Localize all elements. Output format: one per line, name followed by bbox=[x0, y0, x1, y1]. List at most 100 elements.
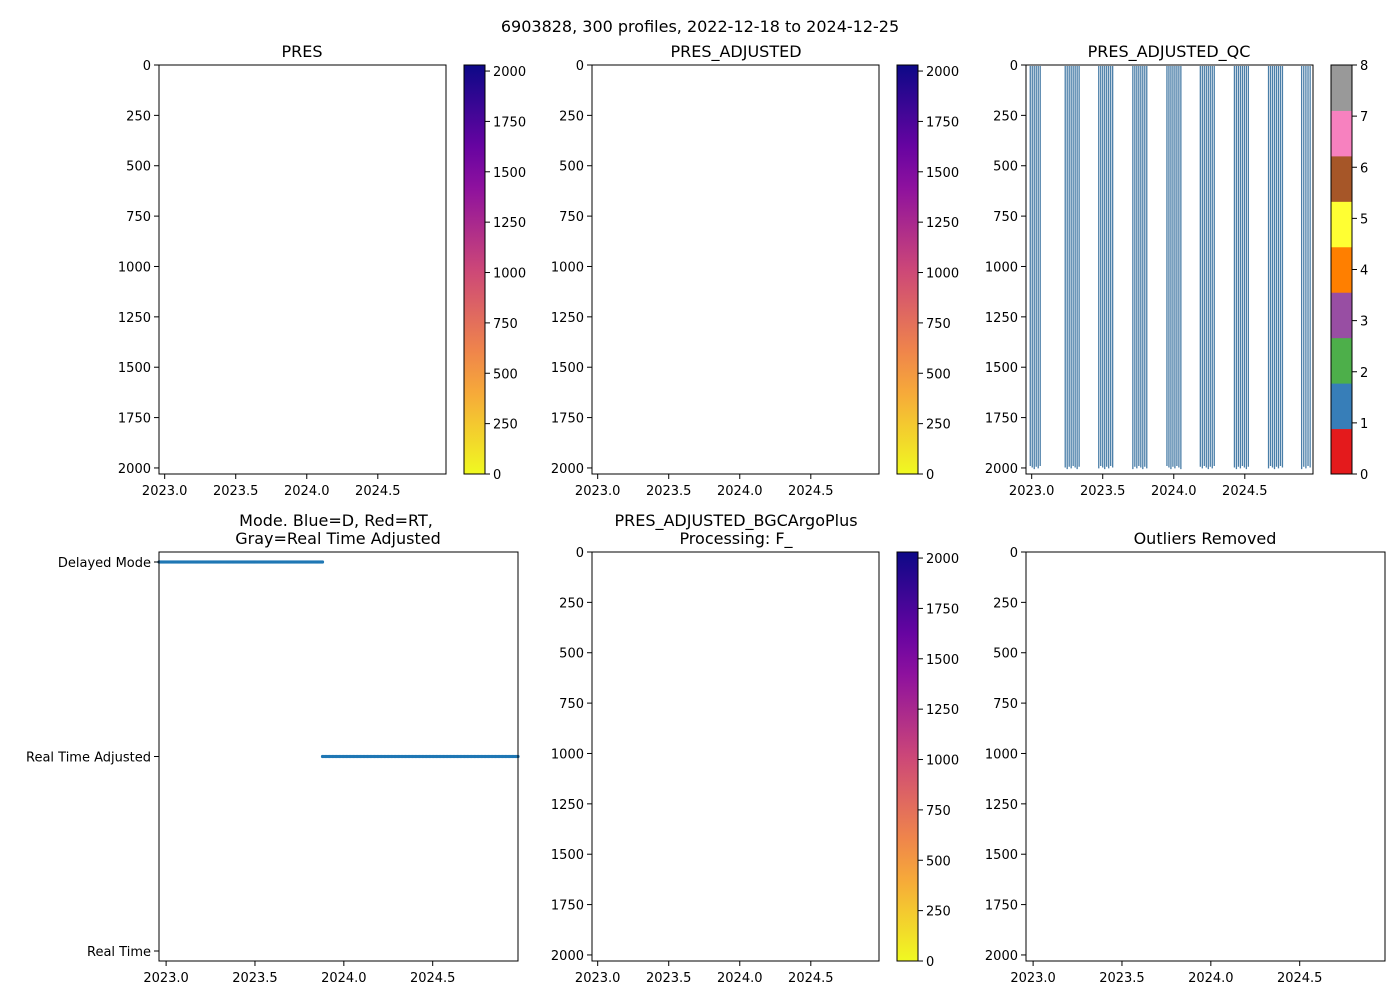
panel-pres-adjusted-colorbar-tick-label: 750 bbox=[926, 317, 951, 332]
panel-pres-adjusted-qc-x-axis: 2023.0 2023.5 2024.0 2024.5 bbox=[1009, 474, 1268, 499]
panel-bgc-colorbar-tick-label: 2000 bbox=[926, 552, 959, 567]
panel-pres-adjusted-colorbar-tick-label: 1750 bbox=[926, 115, 959, 130]
panel-pres-adjusted-qc-y-tick-label: 1500 bbox=[985, 361, 1018, 376]
panel-pres-adjusted-qc-y-tick-label: 750 bbox=[993, 210, 1018, 225]
panel-pres-adjusted-colorbar-tick-label: 1250 bbox=[926, 216, 959, 231]
panel-pres-adjusted-y-tick-label: 750 bbox=[559, 210, 584, 225]
panel-outliers-y-tick-label: 1250 bbox=[985, 798, 1018, 813]
panel-pres-adjusted-y-axis: 0 250 500 750 1000 1250 1500 1750 2000 bbox=[551, 59, 592, 477]
panel-pres-adjusted-qc-colorbar-tick-label: 3 bbox=[1360, 315, 1368, 330]
panel-pres-colorbar-tick-label: 1750 bbox=[493, 115, 526, 130]
panel-pres-adjusted-colorbar-tick-label: 1000 bbox=[926, 267, 959, 282]
panel-pres-colorbar-tick-label: 500 bbox=[493, 367, 518, 382]
panel-pres-colorbar-gradient bbox=[463, 64, 486, 475]
panel-bgc-y-tick-label: 1000 bbox=[551, 747, 584, 762]
panel-pres-adjusted-qc-colorbar-tick-label: 8 bbox=[1360, 59, 1368, 74]
panel-pres-adjusted-x-axis: 2023.0 2023.5 2024.0 2024.5 bbox=[575, 474, 834, 499]
panel-outliers-y-tick-label: 250 bbox=[993, 596, 1018, 611]
panel-pres-adjusted-qc-colorbar-segment-0 bbox=[1331, 428, 1352, 475]
panel-bgc-y-tick-label: 750 bbox=[559, 697, 584, 712]
panel-pres-adjusted-title: PRES_ADJUSTED bbox=[670, 42, 801, 62]
panel-pres-y-tick-label: 500 bbox=[126, 160, 151, 175]
panel-outliers-y-tick-label: 750 bbox=[993, 697, 1018, 712]
panel-pres-adjusted-qc: PRES_ADJUSTED_QC 2023.0 2023.5 2024.0 2024.… bbox=[985, 42, 1368, 499]
panel-pres-adjusted-qc-plot bbox=[1029, 66, 1311, 470]
panel-pres-adjusted-qc-y-axis: 0 250 500 750 1000 1250 1500 1750 2000 bbox=[985, 59, 1026, 477]
panel-bgc-x-tick-label: 2023.5 bbox=[646, 971, 692, 986]
panel-pres-colorbar-tick-label: 1500 bbox=[493, 166, 526, 181]
panel-mode-point-0 bbox=[320, 560, 325, 564]
panel-pres-y-axis: 0 250 500 750 1000 1250 1500 1750 2000 bbox=[118, 59, 159, 477]
panel-pres-adjusted-qc-y-tick-label: 2000 bbox=[985, 462, 1018, 477]
panel-outliers-y-tick-label: 1500 bbox=[985, 848, 1018, 863]
panel-mode-x-tick-label: 2024.5 bbox=[410, 971, 456, 986]
panel-mode-title-line-2: Gray=Real Time Adjusted bbox=[235, 529, 441, 548]
panel-pres-y-tick-label: 1500 bbox=[118, 361, 151, 376]
panel-outliers-y-tick-label: 1000 bbox=[985, 747, 1018, 762]
panel-bgc-y-tick-label: 0 bbox=[576, 546, 584, 561]
panel-pres-adjusted-y-tick-label: 1250 bbox=[551, 311, 584, 326]
panel-bgc-x-tick-label: 2024.0 bbox=[717, 971, 763, 986]
panel-pres-x-tick-label: 2024.5 bbox=[355, 484, 401, 499]
panel-pres-adjusted-y-tick-label: 1500 bbox=[551, 361, 584, 376]
panel-outliers-x-tick-label: 2023.5 bbox=[1099, 971, 1145, 986]
panel-pres-title: PRES bbox=[281, 42, 322, 61]
panel-pres-adjusted-frame bbox=[591, 64, 880, 475]
panel-outliers-y-tick-label: 1750 bbox=[985, 899, 1018, 914]
panel-bgc-y-tick-label: 2000 bbox=[551, 949, 584, 964]
panel-outliers-title: Outliers Removed bbox=[1134, 529, 1277, 548]
panel-bgc-colorbar-tick-label: 1500 bbox=[926, 653, 959, 668]
panel-pres-adjusted-qc-x-tick-label: 2023.0 bbox=[1009, 484, 1055, 499]
panel-mode-x-tick-label: 2023.5 bbox=[232, 971, 278, 986]
panel-bgc-y-axis: 0 250 500 750 1000 1250 1500 1750 2000 bbox=[551, 546, 592, 964]
panel-pres-adjusted-x-tick-label: 2023.0 bbox=[575, 484, 621, 499]
panel-bgc-x-tick-label: 2023.0 bbox=[575, 971, 621, 986]
panel-pres-adjusted-qc-title: PRES_ADJUSTED_QC bbox=[1088, 42, 1251, 62]
panel-outliers-x-tick-label: 2023.0 bbox=[1010, 971, 1056, 986]
panel-pres-adjusted-qc-colorbar-segment-8 bbox=[1331, 65, 1352, 111]
panel-mode-y-axis: Real Time Real Time Adjusted Delayed Mode bbox=[26, 556, 159, 960]
panel-pres: PRES 2023.0 2023.5 2024.0 2024.5 0 250 500 750… bbox=[118, 42, 526, 499]
panel-bgc-title-line-1: PRES_ADJUSTED_BGCArgoPlus bbox=[614, 511, 857, 531]
panel-pres-colorbar-tick-label: 0 bbox=[493, 468, 501, 483]
panel-mode-plot bbox=[157, 560, 520, 759]
panel-outliers-x-tick-label: 2024.5 bbox=[1277, 971, 1323, 986]
panel-pres-y-tick-label: 1250 bbox=[118, 311, 151, 326]
panel-bgc-x-axis: 2023.0 2023.5 2024.0 2024.5 bbox=[575, 961, 834, 986]
panel-mode-title-line-1: Mode. Blue=D, Red=RT, bbox=[239, 511, 433, 530]
panel-pres-y-tick-label: 250 bbox=[126, 109, 151, 124]
panel-mode: Mode. Blue=D, Red=RT, Gray=Real Time Adj… bbox=[26, 511, 520, 986]
panel-pres-adjusted-qc-colorbar-tick-label: 4 bbox=[1360, 264, 1368, 279]
panel-pres-adjusted-x-tick-label: 2024.5 bbox=[788, 484, 834, 499]
panel-pres-adjusted-colorbar-tick-label: 250 bbox=[926, 418, 951, 433]
panel-pres-x-axis: 2023.0 2023.5 2024.0 2024.5 bbox=[142, 474, 401, 499]
panel-pres-x-tick-label: 2023.5 bbox=[213, 484, 259, 499]
panel-bgc-y-tick-label: 250 bbox=[559, 596, 584, 611]
panel-pres-adjusted-qc-colorbar-segment-6 bbox=[1331, 155, 1352, 202]
panel-outliers-x-axis: 2023.0 2023.5 2024.0 2024.5 bbox=[1010, 961, 1322, 986]
panel-pres-frame bbox=[158, 64, 447, 475]
panel-pres-adjusted-qc-colorbar-segment-2 bbox=[1331, 337, 1352, 384]
panel-pres-colorbar-tick-label: 2000 bbox=[493, 65, 526, 80]
panel-pres-colorbar: 0 250 500 750 1000 1250 1500 1750 2000 bbox=[463, 64, 526, 483]
panel-bgc-title-line-2: Processing: F_ bbox=[679, 529, 793, 549]
panel-pres-adjusted-colorbar-tick-label: 2000 bbox=[926, 65, 959, 80]
figure-suptitle: 6903828, 300 profiles, 2022-12-18 to 202… bbox=[501, 17, 899, 36]
panel-bgc-colorbar-tick-label: 1000 bbox=[926, 754, 959, 769]
panel-pres-adjusted-y-tick-label: 1750 bbox=[551, 412, 584, 427]
panel-pres-adjusted-qc-colorbar-tick-label: 0 bbox=[1360, 468, 1368, 483]
panel-bgc-colorbar: 0 250 500 750 1000 1250 1500 1750 2000 bbox=[896, 551, 959, 970]
panel-bgc-y-tick-label: 1500 bbox=[551, 848, 584, 863]
panel-pres-adjusted-colorbar-tick-label: 0 bbox=[926, 468, 934, 483]
panel-pres-adjusted-qc-y-tick-label: 250 bbox=[993, 109, 1018, 124]
panel-pres-adjusted-qc-colorbar-tick-label: 7 bbox=[1360, 110, 1368, 125]
panel-pres-adjusted-plot bbox=[595, 66, 877, 470]
panel-pres-adjusted: PRES_ADJUSTED 2023.0 2023.5 2024.0 2024.5 0… bbox=[551, 42, 959, 499]
panel-pres-adjusted-qc-colorbar-segment-1 bbox=[1331, 383, 1352, 430]
panel-mode-x-tick-label: 2023.0 bbox=[143, 971, 189, 986]
panel-pres-adjusted-colorbar-tick-label: 500 bbox=[926, 367, 951, 382]
panel-bgc-y-tick-label: 1750 bbox=[551, 899, 584, 914]
panel-pres-colorbar-tick-label: 1000 bbox=[493, 267, 526, 282]
panel-pres-adjusted-qc-x-tick-label: 2023.5 bbox=[1080, 484, 1126, 499]
